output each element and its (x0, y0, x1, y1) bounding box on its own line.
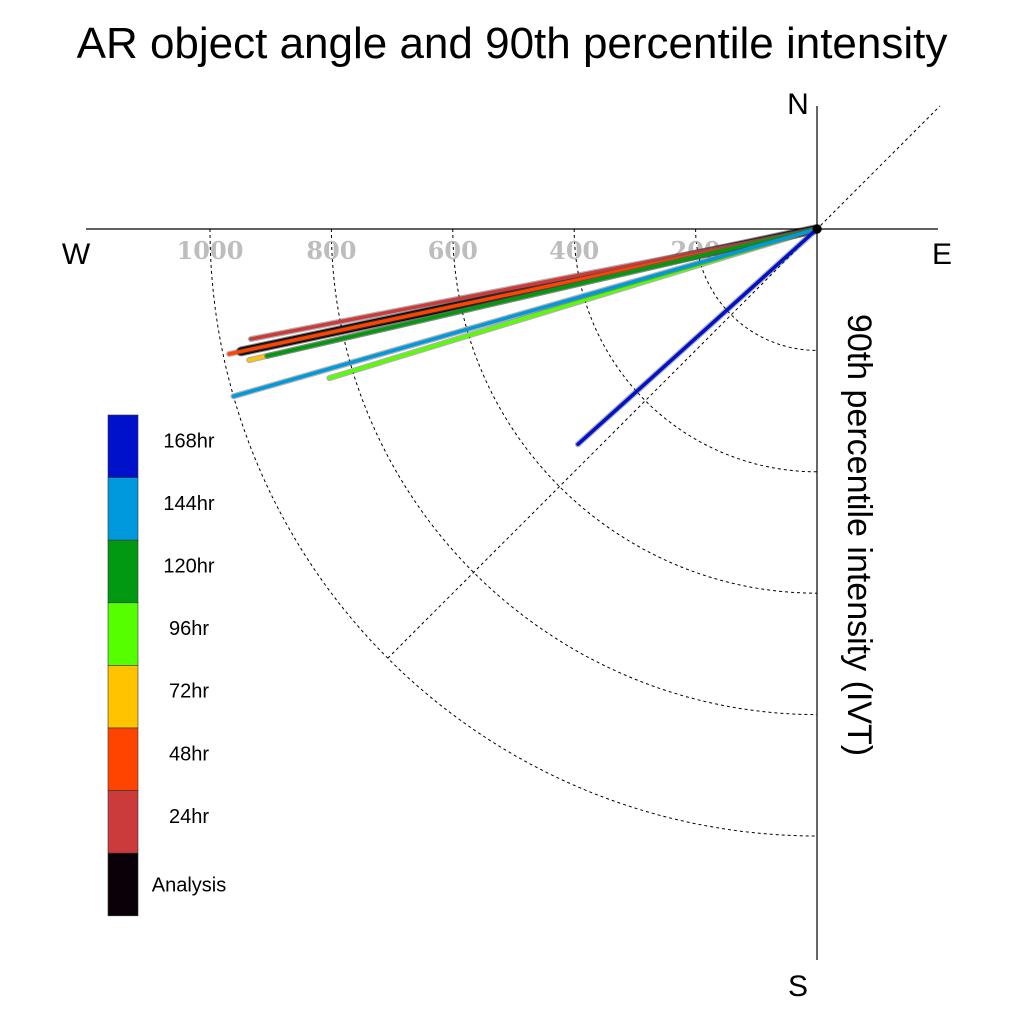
east-label: E (932, 238, 952, 271)
chart-title: AR object angle and 90th percentile inte… (77, 19, 948, 68)
legend-label-120hr: 120hr (163, 556, 214, 578)
polar-grid (209, 105, 941, 837)
legend-label-48hr: 48hr (169, 743, 209, 765)
radial-tick-600: 600 (428, 236, 478, 265)
origin-marker (812, 224, 822, 234)
color-legend: 168hr 144hr 120hr 96hr 72hr 48hr 24hr Analysis (107, 414, 226, 917)
range-ring-800 (330, 228, 818, 716)
radial-tick-1000: 1000 (177, 236, 244, 265)
legend-label-24hr: 24hr (169, 806, 209, 828)
radial-tick-800: 800 (306, 236, 356, 265)
legend-label-96hr: 96hr (169, 618, 209, 640)
intensity-vectors (226, 224, 822, 448)
legend-swatch-96hr (107, 602, 139, 666)
diagonal-guide (387, 105, 941, 659)
compass-axes (86, 106, 938, 960)
range-ring-600 (452, 228, 818, 594)
legend-swatch-168hr (107, 414, 139, 478)
vector-120hr (265, 227, 819, 358)
legend-label-analysis: Analysis (152, 875, 226, 897)
legend-swatch-144hr (107, 477, 139, 541)
radial-axis-label: 90th percentile intensity (IVT) (840, 314, 878, 756)
legend-swatch-24hr (107, 790, 139, 854)
legend-swatch-analysis (107, 852, 139, 917)
vector-168hr (576, 227, 819, 447)
radial-tick-400: 400 (549, 236, 599, 265)
legend-label-168hr: 168hr (163, 430, 214, 452)
legend-swatch-72hr (107, 665, 139, 729)
north-label: N (787, 88, 809, 121)
vector-144hr (231, 227, 819, 399)
legend-swatch-48hr (107, 727, 139, 791)
south-label: S (788, 970, 808, 1003)
legend-label-144hr: 144hr (163, 493, 214, 515)
legend-label-72hr: 72hr (169, 681, 209, 703)
legend-swatch-120hr (107, 539, 139, 604)
west-label: W (62, 238, 91, 271)
